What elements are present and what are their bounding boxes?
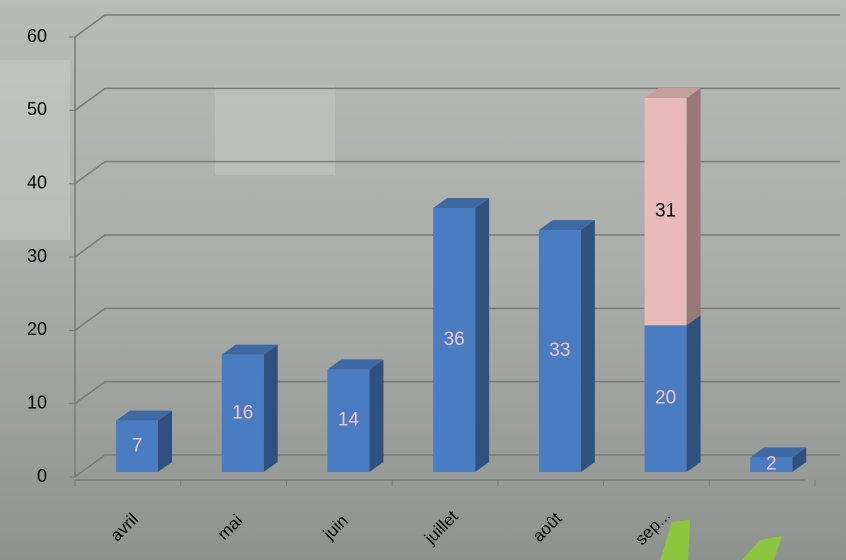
data-label: 16 — [232, 402, 253, 423]
bar-front — [644, 325, 687, 472]
bar-top — [644, 88, 701, 98]
grid-line — [74, 87, 840, 111]
bar-front — [327, 369, 370, 472]
y-tick-label: 0 — [37, 466, 47, 486]
bar — [538, 220, 595, 472]
bar-top — [327, 359, 384, 370]
data-label: 33 — [549, 340, 570, 361]
bar — [644, 88, 701, 326]
bar-front — [644, 98, 687, 326]
bar-side — [792, 447, 807, 472]
leaf — [742, 536, 782, 560]
grid-line — [74, 454, 840, 478]
bar-front — [116, 420, 158, 472]
bar-top — [433, 198, 490, 208]
bar-front — [221, 354, 264, 472]
y-tick-label: 60 — [27, 26, 47, 46]
data-label: 36 — [444, 329, 465, 350]
bar-top — [538, 220, 595, 230]
grid-line — [74, 307, 840, 331]
bar — [221, 344, 278, 472]
bar-side — [263, 344, 278, 472]
grid-line — [74, 380, 840, 405]
background-boat — [215, 85, 335, 175]
grid-line — [74, 234, 840, 258]
bar — [327, 359, 384, 472]
y-tick-label: 10 — [27, 392, 47, 412]
bar — [116, 410, 172, 472]
bar-side — [369, 359, 384, 472]
background-boat — [0, 60, 70, 240]
bar-top — [750, 447, 807, 458]
bar-side — [686, 315, 701, 472]
data-label: 7 — [132, 435, 143, 456]
bar — [644, 315, 701, 472]
bar-top — [116, 410, 172, 421]
y-tick-label: 20 — [27, 319, 47, 339]
y-tick-label: 30 — [27, 246, 47, 266]
bar-front — [433, 208, 476, 472]
bar-side — [686, 88, 701, 326]
data-label: 14 — [338, 410, 360, 431]
bar-side — [475, 198, 490, 472]
y-tick-label: 40 — [27, 172, 47, 192]
bar-front — [538, 230, 581, 472]
grid-line — [74, 160, 840, 185]
bar-side — [158, 410, 172, 472]
bar-side — [580, 220, 595, 472]
data-label: 31 — [655, 201, 676, 222]
bar-top — [221, 344, 278, 355]
bar-front — [750, 457, 793, 472]
data-label: 20 — [655, 388, 676, 409]
data-label: 2 — [766, 454, 777, 475]
bar — [433, 198, 490, 472]
grid-line — [74, 14, 840, 38]
bar — [750, 447, 807, 472]
y-tick-label: 50 — [27, 99, 47, 119]
leaf — [660, 520, 690, 560]
